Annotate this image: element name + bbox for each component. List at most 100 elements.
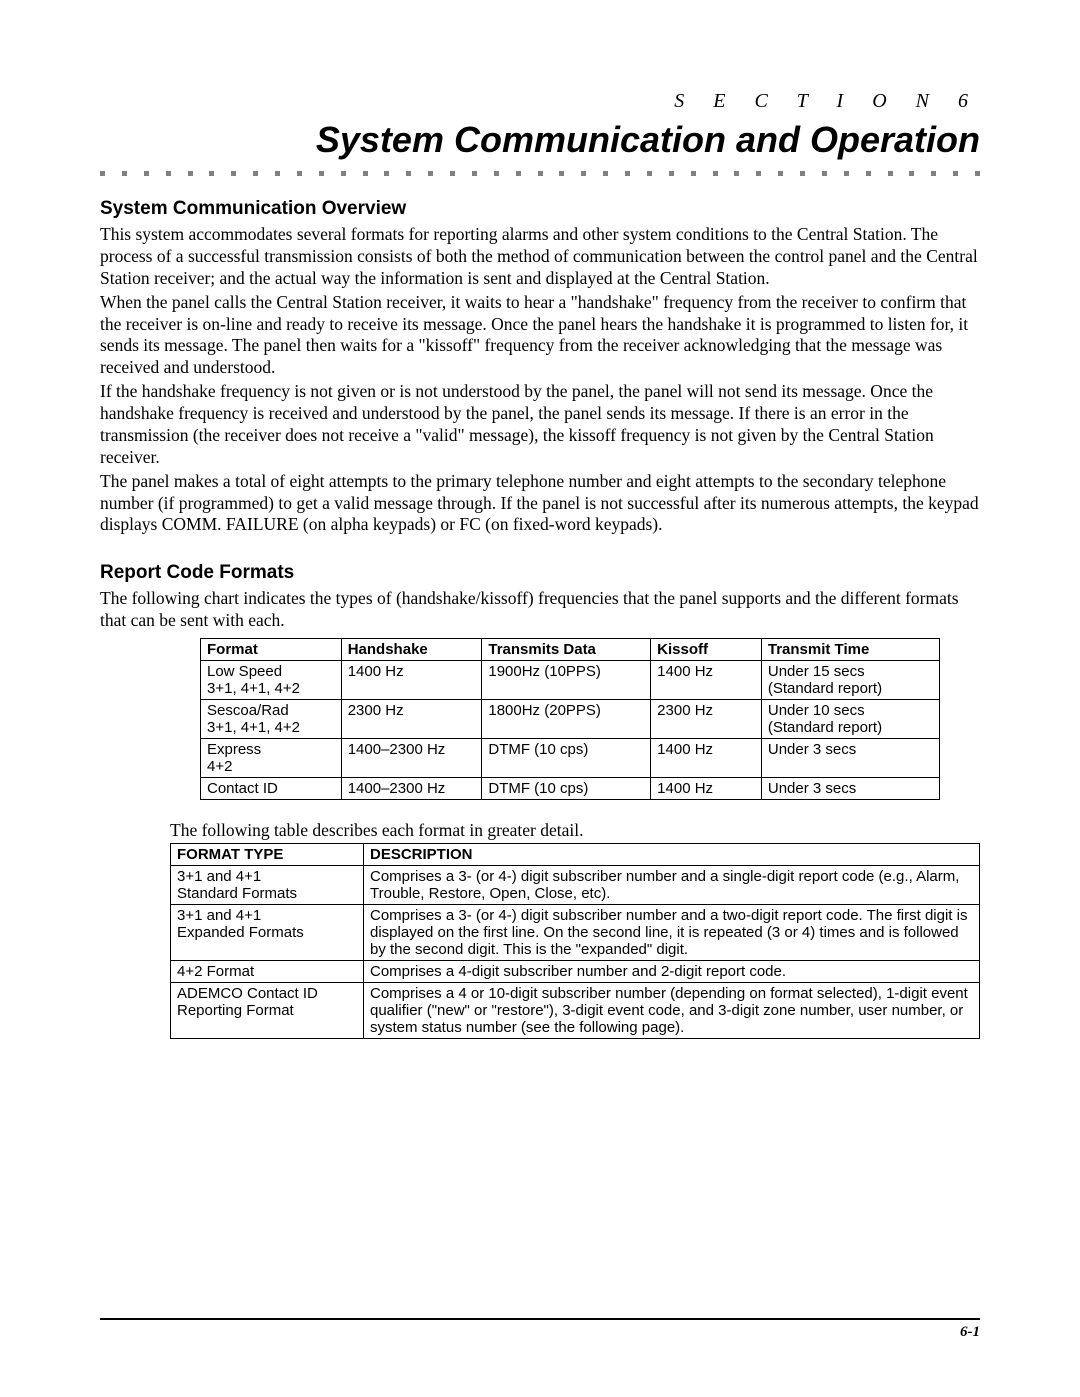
- divider-dot: [888, 171, 893, 176]
- table-cell: Under 3 secs: [761, 778, 939, 800]
- divider-dot: [384, 171, 389, 176]
- table-cell: 3+1 and 4+1Expanded Formats: [171, 905, 364, 961]
- divider-dot: [538, 171, 543, 176]
- section-label: S E C T I O N 6: [100, 90, 980, 113]
- divider-dot: [144, 171, 149, 176]
- divider-dot: [297, 171, 302, 176]
- formats-heading: Report Code Formats: [100, 562, 980, 584]
- divider-dot: [975, 171, 980, 176]
- table-cell: 2300 Hz: [341, 700, 482, 739]
- table-cell: 1400 Hz: [651, 739, 762, 778]
- table-cell: 1400–2300 Hz: [341, 739, 482, 778]
- table-cell: Under 10 secs(Standard report): [761, 700, 939, 739]
- table-cell: 1900Hz (10PPS): [482, 661, 651, 700]
- divider-dot: [122, 171, 127, 176]
- table-cell: Low Speed3+1, 4+1, 4+2: [201, 661, 342, 700]
- divider-dot: [691, 171, 696, 176]
- freq-table-header: Kissoff: [651, 639, 762, 661]
- table-cell: Under 15 secs(Standard report): [761, 661, 939, 700]
- table-cell: DTMF (10 cps): [482, 739, 651, 778]
- divider-dot: [866, 171, 871, 176]
- table-cell: Sescoa/Rad3+1, 4+1, 4+2: [201, 700, 342, 739]
- divider-dot: [231, 171, 236, 176]
- table-row: 4+2 FormatComprises a 4-digit subscriber…: [171, 961, 980, 983]
- overview-heading: System Communication Overview: [100, 198, 980, 220]
- table-cell: 4+2 Format: [171, 961, 364, 983]
- divider-dot: [450, 171, 455, 176]
- divider-dot: [647, 171, 652, 176]
- page-number: 6-1: [960, 1324, 980, 1340]
- divider-dot: [756, 171, 761, 176]
- table-row: 3+1 and 4+1Standard FormatsComprises a 3…: [171, 866, 980, 905]
- divider-dot: [209, 171, 214, 176]
- table-cell: 3+1 and 4+1Standard Formats: [171, 866, 364, 905]
- divider-dot: [713, 171, 718, 176]
- table-cell: Under 3 secs: [761, 739, 939, 778]
- desc-table-header: FORMAT TYPE: [171, 844, 364, 866]
- table-cell: DTMF (10 cps): [482, 778, 651, 800]
- divider-dot: [363, 171, 368, 176]
- table-cell: Comprises a 3- (or 4-) digit subscriber …: [364, 905, 980, 961]
- divider-dot: [778, 171, 783, 176]
- frequency-table: FormatHandshakeTransmits DataKissoffTran…: [200, 638, 940, 800]
- table-cell: 2300 Hz: [651, 700, 762, 739]
- divider-dot: [428, 171, 433, 176]
- divider-dot: [341, 171, 346, 176]
- divider-dot: [472, 171, 477, 176]
- table-cell: Comprises a 4 or 10-digit subscriber num…: [364, 983, 980, 1039]
- overview-p1: This system accommodates several formats…: [100, 224, 980, 290]
- freq-table-header: Format: [201, 639, 342, 661]
- overview-p2: When the panel calls the Central Station…: [100, 292, 980, 380]
- freq-table-header: Handshake: [341, 639, 482, 661]
- table-row: Express4+21400–2300 HzDTMF (10 cps)1400 …: [201, 739, 940, 778]
- table-row: Sescoa/Rad3+1, 4+1, 4+22300 Hz1800Hz (20…: [201, 700, 940, 739]
- divider-dots: [100, 171, 980, 176]
- divider-dot: [581, 171, 586, 176]
- divider-dot: [275, 171, 280, 176]
- page: S E C T I O N 6 System Communication and…: [0, 0, 1080, 1397]
- footer: 6-1: [100, 1318, 980, 1341]
- divider-dot: [559, 171, 564, 176]
- divider-dot: [188, 171, 193, 176]
- table-cell: ADEMCO Contact IDReporting Format: [171, 983, 364, 1039]
- table-cell: Contact ID: [201, 778, 342, 800]
- divider-dot: [603, 171, 608, 176]
- divider-dot: [909, 171, 914, 176]
- divider-dot: [625, 171, 630, 176]
- table-cell: Comprises a 4-digit subscriber number an…: [364, 961, 980, 983]
- divider-dot: [953, 171, 958, 176]
- divider-dot: [516, 171, 521, 176]
- table-cell: 1400–2300 Hz: [341, 778, 482, 800]
- freq-table-header: Transmits Data: [482, 639, 651, 661]
- divider-dot: [734, 171, 739, 176]
- divider-dot: [494, 171, 499, 176]
- table-row: Low Speed3+1, 4+1, 4+21400 Hz1900Hz (10P…: [201, 661, 940, 700]
- divider-dot: [406, 171, 411, 176]
- table-cell: Express4+2: [201, 739, 342, 778]
- divider-dot: [844, 171, 849, 176]
- overview-p3: If the handshake frequency is not given …: [100, 381, 980, 469]
- desc-table-header: DESCRIPTION: [364, 844, 980, 866]
- divider-dot: [931, 171, 936, 176]
- freq-table-header: Transmit Time: [761, 639, 939, 661]
- table-row: ADEMCO Contact IDReporting FormatCompris…: [171, 983, 980, 1039]
- overview-p4: The panel makes a total of eight attempt…: [100, 471, 980, 537]
- table-cell: Comprises a 3- (or 4-) digit subscriber …: [364, 866, 980, 905]
- divider-dot: [319, 171, 324, 176]
- description-table: FORMAT TYPEDESCRIPTION 3+1 and 4+1Standa…: [170, 843, 980, 1039]
- desc-intro: The following table describes each forma…: [170, 820, 980, 841]
- divider-dot: [166, 171, 171, 176]
- table-cell: 1800Hz (20PPS): [482, 700, 651, 739]
- divider-dot: [669, 171, 674, 176]
- divider-dot: [100, 171, 105, 176]
- page-title: System Communication and Operation: [100, 119, 980, 161]
- table-cell: 1400 Hz: [651, 778, 762, 800]
- table-cell: 1400 Hz: [341, 661, 482, 700]
- divider-dot: [800, 171, 805, 176]
- formats-intro: The following chart indicates the types …: [100, 588, 980, 632]
- divider-dot: [822, 171, 827, 176]
- divider-dot: [253, 171, 258, 176]
- table-row: Contact ID1400–2300 HzDTMF (10 cps)1400 …: [201, 778, 940, 800]
- table-cell: 1400 Hz: [651, 661, 762, 700]
- table-row: 3+1 and 4+1Expanded FormatsComprises a 3…: [171, 905, 980, 961]
